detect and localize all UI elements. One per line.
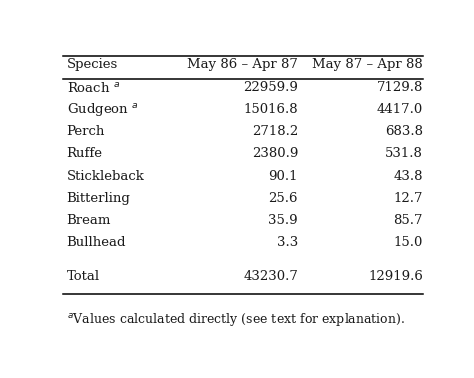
Text: Stickleback: Stickleback — [66, 170, 145, 183]
Text: 43.8: 43.8 — [393, 170, 423, 183]
Text: 2380.9: 2380.9 — [252, 147, 298, 160]
Text: 12.7: 12.7 — [393, 192, 423, 204]
Text: Species: Species — [66, 58, 118, 71]
Text: 15016.8: 15016.8 — [244, 103, 298, 116]
Text: 15.0: 15.0 — [393, 236, 423, 249]
Text: 85.7: 85.7 — [393, 214, 423, 227]
Text: 4417.0: 4417.0 — [377, 103, 423, 116]
Text: 90.1: 90.1 — [269, 170, 298, 183]
Text: May 87 – Apr 88: May 87 – Apr 88 — [312, 58, 423, 71]
Text: 25.6: 25.6 — [269, 192, 298, 204]
Text: 3.3: 3.3 — [277, 236, 298, 249]
Text: Perch: Perch — [66, 125, 105, 138]
Text: 7129.8: 7129.8 — [376, 81, 423, 94]
Text: Bream: Bream — [66, 214, 111, 227]
Text: 531.8: 531.8 — [385, 147, 423, 160]
Text: 35.9: 35.9 — [268, 214, 298, 227]
Text: 43230.7: 43230.7 — [243, 270, 298, 283]
Text: Bullhead: Bullhead — [66, 236, 126, 249]
Text: Total: Total — [66, 270, 100, 283]
Text: 12919.6: 12919.6 — [368, 270, 423, 283]
Text: $^{a}$Values calculated directly (see text for explanation).: $^{a}$Values calculated directly (see te… — [66, 311, 405, 328]
Text: 683.8: 683.8 — [385, 125, 423, 138]
Text: Gudgeon $^{a}$: Gudgeon $^{a}$ — [66, 101, 138, 118]
Text: 22959.9: 22959.9 — [243, 81, 298, 94]
Text: Ruffe: Ruffe — [66, 147, 102, 160]
Text: 2718.2: 2718.2 — [252, 125, 298, 138]
Text: Roach $^{a}$: Roach $^{a}$ — [66, 81, 120, 94]
Text: May 86 – Apr 87: May 86 – Apr 87 — [187, 58, 298, 71]
Text: Bitterling: Bitterling — [66, 192, 130, 204]
